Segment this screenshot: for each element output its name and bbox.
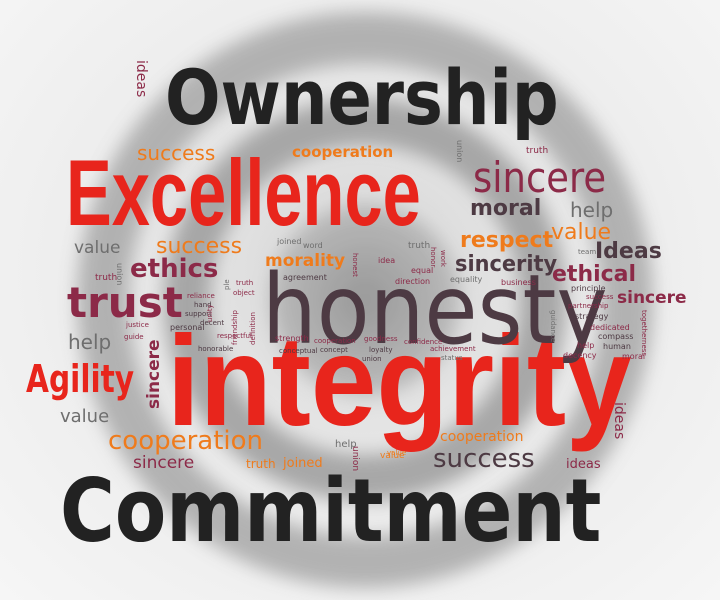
outer-ring [77,12,653,588]
word-cooperation-bottom: cooperation [108,426,264,456]
word-agility: Agility [26,357,135,401]
word-respectful: respectful [217,332,252,340]
word-decency: decency [563,351,597,360]
word-sincerity: sincerity [455,252,558,277]
word-agreement: agreement [283,273,327,282]
word-value-bottom: value [60,406,110,427]
word-help-top: help [570,198,614,222]
word-sincere-top: sincere [473,153,607,202]
word-sincere-right: sincere [617,288,687,308]
word-human: human [603,342,631,351]
word-sincere-vertical: sincere [144,339,164,409]
word-unity: unity [206,304,214,322]
word-principle: principle [571,284,606,293]
word-success-2: success [156,234,243,259]
word-word: word [303,241,323,250]
word-business: business [501,278,536,287]
word-strategy: strategy [575,312,609,321]
bullseye [270,205,460,395]
word-definition: definition [249,312,257,345]
word-partnership: partnership [568,302,609,310]
word-truth-2: truth [408,241,431,251]
word-morality: morality [265,251,346,271]
word-union-vertical-2: union [455,140,464,163]
word-ownership: Ownership [165,53,559,142]
word-decent: decent [200,319,225,327]
word-reliance: reliance [187,292,215,300]
word-value-right: value [551,220,612,245]
word-object: object [233,289,255,297]
word-sincere-bottom: sincere [133,453,195,473]
word-cooperation-small: cooperation [314,337,356,345]
word-equality: equality [450,275,483,284]
word-cooperation-right: cooperation [440,429,524,445]
word-joined-bottom: joined [283,456,323,471]
word-idea: idea [378,256,396,265]
word-work: work [439,250,447,267]
word-ideas-capital: Ideas [595,239,662,264]
word-truth-bottom: truth [246,457,276,471]
word-ple: ple [223,279,231,290]
word-respect: respect [460,228,554,253]
word-excellence: Excellence [66,140,421,245]
word-ideas-vertical-right: ideas [611,402,627,440]
word-achievement: achievement [430,345,476,353]
word-truth-3: truth [95,273,118,283]
word-team: team [578,248,597,256]
word-cooperation-top: cooperation [292,143,394,161]
word-ethical: ethical [552,262,637,287]
word-success-1: success [137,141,216,165]
word-union-vertical-1: union [350,446,360,472]
word-hand: hand [194,301,212,309]
middle-ring [164,99,566,501]
word-status: status [441,354,463,362]
word-honest: honest [351,253,359,277]
word-ideas-bottom-right: ideas [566,457,601,472]
word-help-left: help [68,330,112,354]
word-guidance: guidance [549,310,557,343]
word-help-bottom: help [335,439,357,450]
word-trust: trust [67,278,183,327]
word-direction: direction [395,277,431,286]
word-truth-1: truth [526,146,549,156]
word-honor: honor [429,247,437,268]
word-dedicated: dedicated [590,323,630,332]
word-ideas-vertical-left: ideas [133,60,149,98]
word-goodness: goodness [364,335,398,343]
word-value-small: value [380,451,405,461]
word-justice: justice [126,321,149,329]
word-value-left: value [74,238,121,258]
word-success-bottom: success [433,444,535,474]
word-joined-small: joined [277,237,302,246]
word-honorable: honorable [198,345,234,353]
word-concept: concept [320,346,348,354]
word-togetherness: togetherness [640,310,648,357]
word-personal: personal [170,323,205,332]
word-loyalty: loyalty [369,346,393,354]
word-honesty: honesty [262,254,608,366]
word-moral: moral [470,196,542,221]
word-union-small: union [362,355,382,363]
word-commitment: Commitment [60,460,602,562]
word-conceptual: conceptual [279,347,318,355]
word-moral-small: moral [622,352,646,361]
word-equal: equal [411,266,434,275]
word-truth-small: truth [236,279,254,287]
word-support: support [185,310,212,318]
word-value-tiny: value [387,449,407,457]
word-help-small: help [577,341,595,350]
word-confidence: confidence [404,338,443,346]
word-guide: guide [124,333,144,341]
word-ethics: ethics [130,254,219,284]
word-compass: compass [598,332,634,341]
word-success-small: success [586,293,614,301]
word-integrity: integrity [167,310,632,453]
word-strength: strength [275,334,309,343]
